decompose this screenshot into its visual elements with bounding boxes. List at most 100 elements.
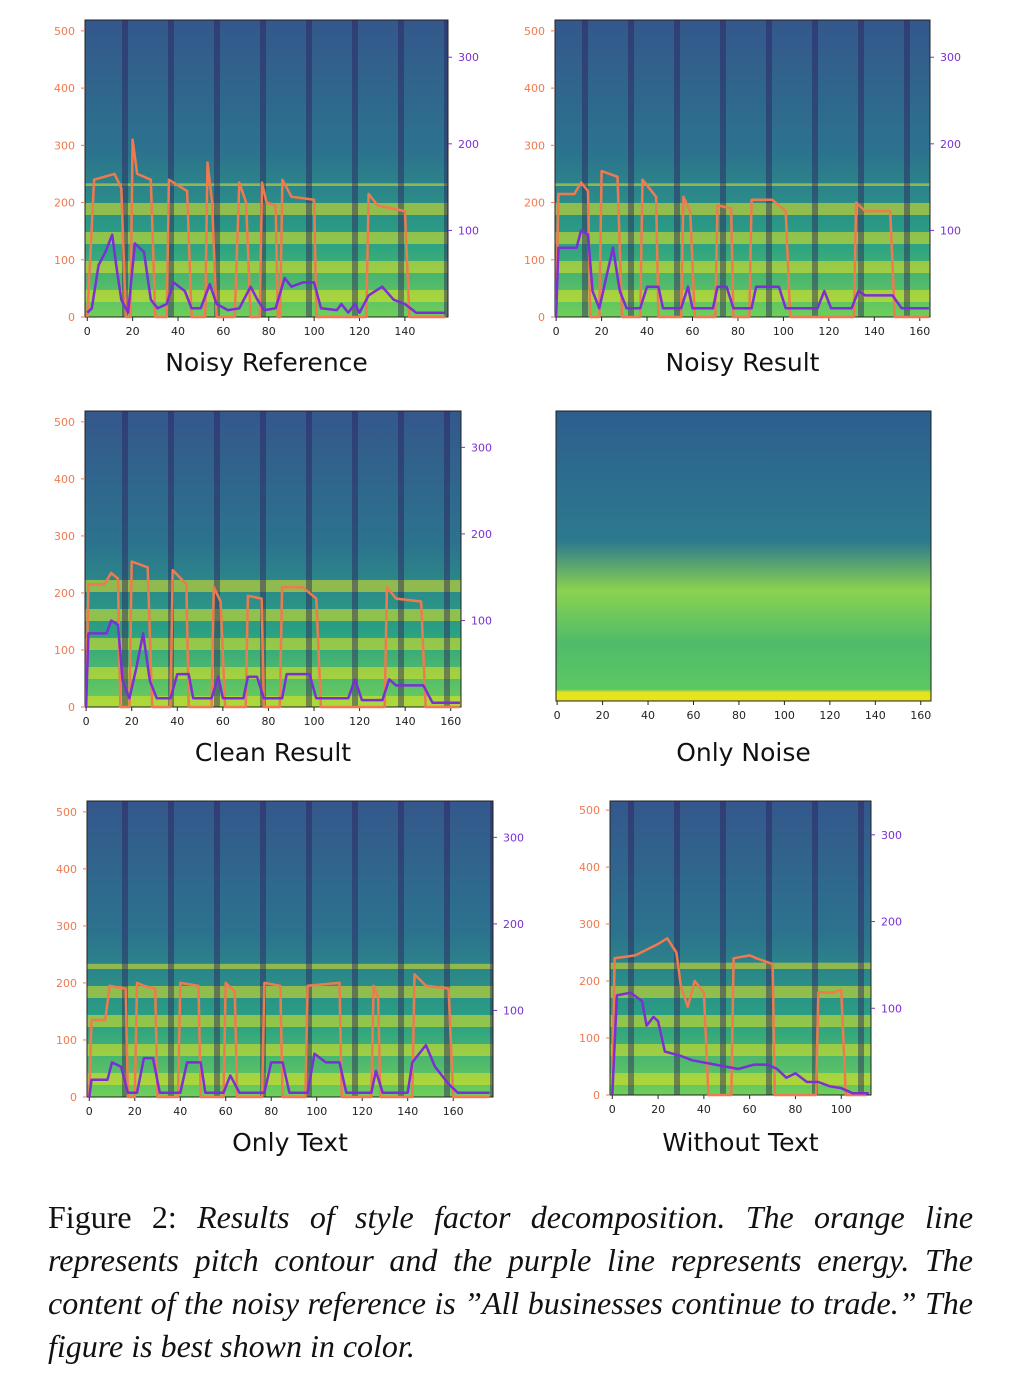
x-tick-label: 0 — [83, 715, 90, 728]
y2-tick-label: 200 — [503, 918, 524, 931]
panel-title: Without Text — [662, 1128, 818, 1157]
y-tick-label: 500 — [524, 25, 545, 38]
panel-title: Noisy Result — [666, 348, 820, 377]
x-tick-label: 40 — [641, 709, 655, 722]
y-tick-label: 0 — [68, 311, 75, 324]
y2-tick-label: 100 — [881, 1002, 902, 1015]
spectrogram-gaps — [85, 20, 448, 317]
y-tick-label: 400 — [54, 473, 75, 486]
x-tick-label: 20 — [128, 1105, 142, 1118]
y-tick-label: 400 — [54, 82, 75, 95]
y-tick-label: 100 — [579, 1032, 600, 1045]
x-tick-label: 60 — [216, 715, 230, 728]
y2-tick-label: 200 — [881, 916, 902, 929]
x-tick-label: 80 — [788, 1103, 802, 1116]
spectrogram-gaps — [555, 20, 930, 317]
spectrogram-gaps — [85, 411, 461, 707]
y2-tick-label: 300 — [881, 829, 902, 842]
x-tick-label: 100 — [306, 1105, 327, 1118]
y-tick-label: 300 — [54, 530, 75, 543]
x-tick-label: 80 — [731, 325, 745, 338]
y-tick-label: 0 — [593, 1089, 600, 1102]
energy-line — [86, 233, 446, 314]
caption: Figure 2: Results of style factor decomp… — [48, 1196, 973, 1368]
plot-frame — [84, 19, 449, 318]
y-tick-label: 0 — [538, 311, 545, 324]
y-tick-label: 300 — [579, 918, 600, 931]
x-tick-label: 100 — [831, 1103, 852, 1116]
y-tick-label: 200 — [579, 975, 600, 988]
x-tick-label: 60 — [686, 325, 700, 338]
y2-tick-label: 300 — [471, 441, 492, 454]
x-tick-label: 160 — [443, 1105, 464, 1118]
caption-text: Results of style factor decomposition. T… — [48, 1199, 974, 1364]
y-tick-label: 300 — [524, 139, 545, 152]
y-tick-label: 300 — [54, 139, 75, 152]
spectrogram — [556, 411, 931, 701]
spectrogram-gaps — [87, 801, 493, 1097]
x-tick-label: 140 — [394, 325, 415, 338]
x-tick-label: 100 — [774, 709, 795, 722]
x-tick-label: 60 — [216, 325, 230, 338]
x-tick-label: 100 — [773, 325, 794, 338]
y2-tick-label: 300 — [458, 51, 479, 64]
y-tick-label: 0 — [68, 701, 75, 714]
panel-title: Only Noise — [676, 738, 811, 767]
y-tick-label: 400 — [524, 82, 545, 95]
x-tick-label: 20 — [596, 709, 610, 722]
x-tick-label: 20 — [126, 325, 140, 338]
x-tick-label: 80 — [261, 715, 275, 728]
x-tick-label: 80 — [264, 1105, 278, 1118]
x-tick-label: 160 — [440, 715, 461, 728]
pitch-line — [84, 560, 460, 709]
x-tick-label: 0 — [84, 325, 91, 338]
x-tick-label: 40 — [171, 325, 185, 338]
y2-tick-label: 300 — [940, 51, 961, 64]
x-tick-label: 140 — [397, 1105, 418, 1118]
energy-line — [611, 991, 869, 1096]
x-tick-label: 160 — [909, 325, 930, 338]
y-tick-label: 200 — [54, 587, 75, 600]
panel-title: Noisy Reference — [165, 348, 368, 377]
figure-panels: 0 20 40 60 80 100 120 1400100200300400500100200… — [54, 19, 961, 1157]
x-tick-label: 40 — [640, 325, 654, 338]
x-tick-label: 80 — [262, 325, 276, 338]
x-tick-label: 160 — [910, 709, 931, 722]
pitch-line — [88, 973, 490, 1099]
y-tick-label: 100 — [54, 254, 75, 267]
y2-tick-label: 200 — [458, 138, 479, 151]
x-tick-label: 120 — [819, 709, 840, 722]
x-tick-label: 40 — [173, 1105, 187, 1118]
x-tick-label: 0 — [609, 1103, 616, 1116]
x-tick-label: 40 — [170, 715, 184, 728]
energy-line — [88, 1043, 490, 1098]
y-tick-label: 200 — [56, 977, 77, 990]
pitch-line — [554, 169, 929, 319]
y-tick-label: 200 — [524, 197, 545, 210]
spectrogram-gaps — [610, 801, 871, 1095]
y2-tick-label: 100 — [503, 1004, 524, 1017]
x-tick-label: 120 — [349, 715, 370, 728]
x-tick-label: 60 — [743, 1103, 757, 1116]
y-tick-label: 100 — [524, 254, 545, 267]
x-tick-label: 100 — [304, 325, 325, 338]
pitch-line — [86, 138, 446, 319]
x-tick-label: 40 — [697, 1103, 711, 1116]
y-tick-label: 400 — [579, 861, 600, 874]
pitch-line — [611, 937, 867, 1097]
x-tick-label: 20 — [651, 1103, 665, 1116]
y2-tick-label: 200 — [940, 138, 961, 151]
y-tick-label: 400 — [56, 863, 77, 876]
y-tick-label: 0 — [70, 1091, 77, 1104]
y2-tick-label: 100 — [471, 614, 492, 627]
plot-frame — [555, 410, 932, 702]
x-tick-label: 120 — [818, 325, 839, 338]
x-tick-label: 80 — [732, 709, 746, 722]
y-tick-label: 500 — [579, 804, 600, 817]
y-tick-label: 500 — [54, 416, 75, 429]
x-tick-label: 140 — [865, 709, 886, 722]
x-tick-label: 140 — [864, 325, 885, 338]
y-tick-label: 100 — [54, 644, 75, 657]
energy-line — [554, 229, 929, 318]
